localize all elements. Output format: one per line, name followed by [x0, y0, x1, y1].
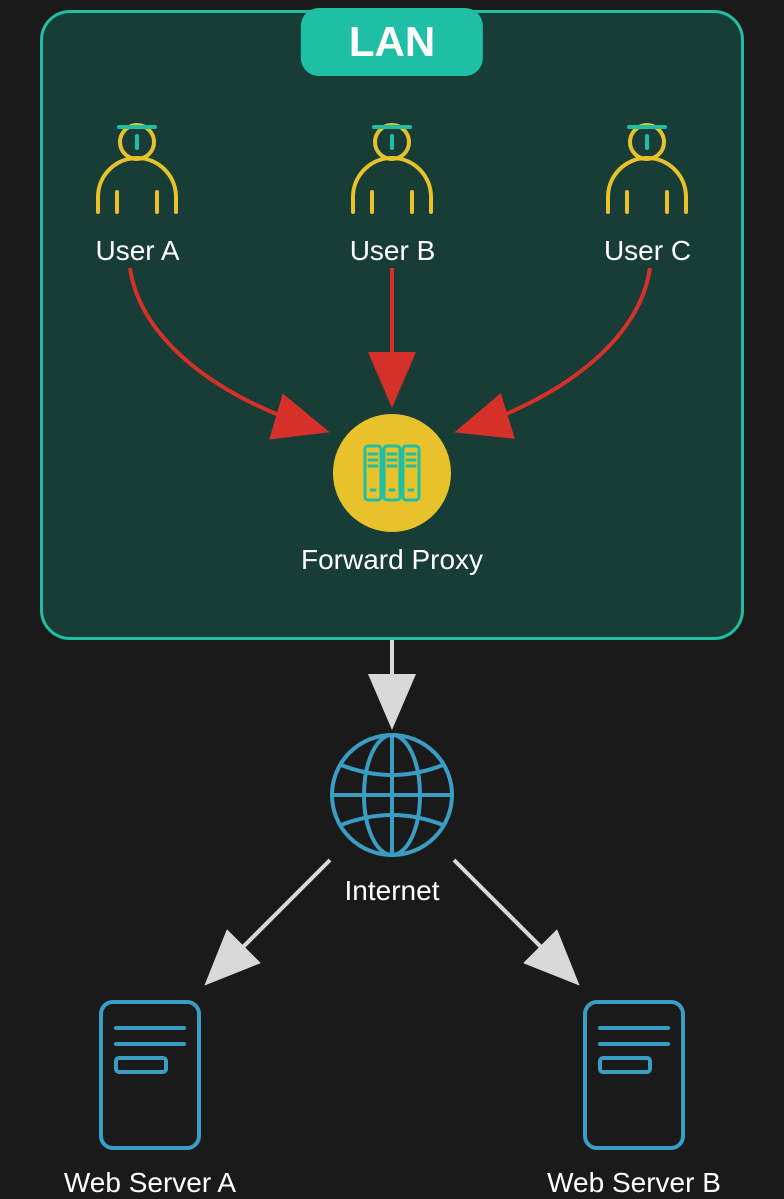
web-server-a-label: Web Server A — [60, 1167, 240, 1199]
web-server-b-node: Web Server B — [544, 1000, 724, 1199]
server-icon — [544, 1000, 724, 1150]
web-server-b-label: Web Server B — [544, 1167, 724, 1199]
web-server-a-node: Web Server A — [60, 1000, 240, 1199]
server-icon — [60, 1000, 240, 1150]
